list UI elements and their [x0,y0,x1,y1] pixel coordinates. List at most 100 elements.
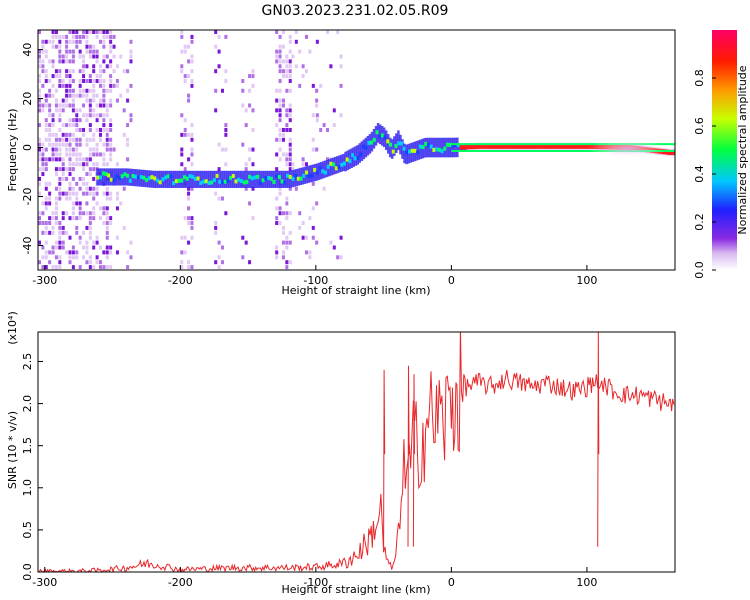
spectrogram-noise-cell [275,123,279,128]
spectrogram-noise-cell [58,176,62,181]
spectrogram-ridge-cell [223,179,227,184]
spectrogram-noise-cell [109,245,113,250]
spectrogram-ridge-cell [142,175,146,180]
spectrogram-noise-cell [54,137,58,142]
spectrogram-noise-cell [88,265,92,270]
spectrogram-noise-cell [301,221,305,226]
spectrogram-noise-cell [311,83,315,88]
spectrogram-noise-cell [58,118,62,123]
spectrogram-noise-cell [224,132,228,137]
spectrogram-ridge-halo [389,137,392,158]
spectrogram-noise-cell [51,147,55,152]
spectrogram-noise-cell [105,30,109,34]
spectrogram-noise-cell [54,265,58,270]
spectrogram-noise-cell [92,152,96,157]
snr-line-layer [38,332,675,572]
spectrogram-ridge-halo [201,170,205,188]
spectrogram-noise-cell [88,235,92,240]
spectrogram-noise-cell [294,64,298,69]
spectrogram-noise-cell [217,167,221,172]
spectrogram-ridge-cell [557,143,561,149]
spectrogram-noise-cell [244,167,248,172]
spectrogram-noise-cell [129,255,133,260]
spectrogram-noise-cell [41,152,45,157]
spectrogram-ridge-cell [540,143,544,149]
spectrogram-ridge-halo [317,162,321,180]
spectrogram-noise-cell [105,250,109,255]
spectrogram-noise-cell [180,34,184,39]
spectrogram-noise-cell [105,108,109,113]
spectrogram-noise-cell [44,181,48,186]
spectrogram-noise-cell [71,211,75,216]
spectrogram-noise-cell [38,54,41,59]
spectrogram-noise-cell [65,59,69,64]
spectrogram-ridge-halo [419,139,423,160]
spectrogram-noise-cell [281,240,285,245]
spectrogram-noise-cell [98,83,102,88]
spectrogram-noise-cell [58,265,62,270]
spectrogram-noise-cell [288,74,292,79]
spectrogram-noise-cell [54,132,58,137]
snr-xlabel: Height of straight line (km) [281,583,430,596]
spectrogram-noise-cell [82,74,86,79]
spectrogram-noise-cell [217,240,221,245]
spectrogram-noise-cell [278,147,282,152]
spectrogram-noise-cell [187,240,191,245]
spectrogram-ridge-halo [256,170,260,188]
spectrogram-ridge-halo [287,170,290,188]
spectrogram-noise-cell [224,162,228,167]
spectrogram-ridge-cell [256,174,260,179]
spectrogram-noise-cell [88,225,92,230]
spectrogram-noise-cell [51,44,55,49]
spectrogram-noise-cell [98,39,102,44]
spectrogram-noise-cell [54,103,58,108]
spectrogram-noise-cell [58,83,62,88]
spectrogram-noise-cell [95,113,99,118]
spectrogram-noise-cell [336,30,340,34]
spectrogram-ridge-halo [218,170,221,188]
spectrogram-noise-cell [61,157,65,162]
spectrogram-noise-cell [190,152,194,157]
spectrogram-noise-cell [95,30,99,34]
spectrogram-noise-cell [183,132,187,137]
spectrogram-noise-cell [275,221,279,226]
spectrogram-noise-cell [105,230,109,235]
spectrogram-noise-cell [38,78,41,83]
spectrogram-noise-cell [278,127,282,132]
spectrogram-noise-cell [288,152,292,157]
spectrogram-noise-cell [41,255,45,260]
spectrogram-noise-cell [78,142,82,147]
spectrogram-noise-cell [75,152,79,157]
spectrogram-ridge-halo [151,170,154,188]
spectrogram-noise-cell [71,54,75,59]
spectrogram-noise-cell [65,147,69,152]
spectrogram-ridge-cell [375,130,379,135]
spectrogram-noise-cell [315,39,319,44]
spectrogram-noise-cell [95,240,99,245]
spectrogram-noise-cell [244,162,248,167]
spectrogram-ridge-cell [397,141,401,146]
spectrogram-ridge-cell [424,141,428,146]
spectrogram-noise-cell [54,152,58,157]
spectrogram-noise-cell [61,123,65,128]
spectrogram-ridge-cell [475,143,479,149]
spectrogram-noise-cell [224,127,228,132]
spectrogram-noise-cell [291,162,295,167]
spectrogram-noise-cell [41,201,45,206]
spectrogram-noise-cell [126,250,130,255]
spectrogram-ridge-halo [289,170,292,188]
spectrogram-noise-cell [88,113,92,118]
spectrogram-noise-cell [85,240,89,245]
spectrogram-noise-cell [82,211,86,216]
spectrogram-noise-cell [41,147,45,152]
spectrogram-noise-cell [126,142,130,147]
spectrogram-noise-cell [311,225,315,230]
spectrogram-noise-cell [85,44,89,49]
spectrogram-noise-cell [38,240,41,245]
spectrogram-noise-cell [85,39,89,44]
spectrogram-noise-cell [105,142,109,147]
spectrogram-noise-cell [294,30,298,34]
spectrogram-noise-cell [95,103,99,108]
spectrogram-noise-cell [281,152,285,157]
spectrogram-ridge-cell [158,180,162,185]
